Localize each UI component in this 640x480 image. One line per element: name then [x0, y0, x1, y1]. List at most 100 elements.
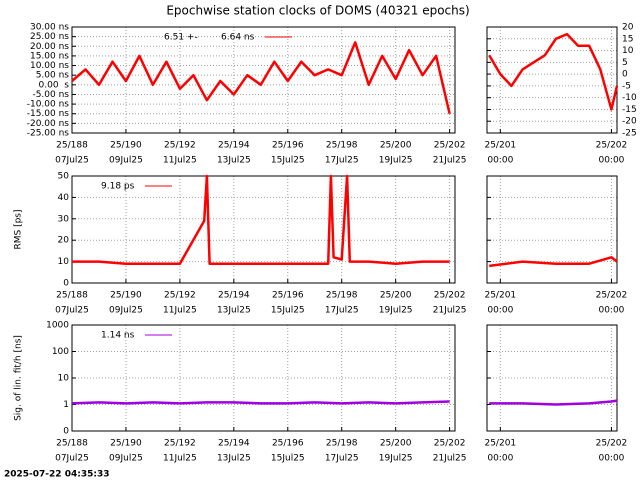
y-tick-label: 20.00 ns	[30, 42, 69, 52]
y-tick-label: 40	[58, 193, 70, 203]
y-tick-label: 15.00 ns	[30, 51, 69, 61]
x-tick-label: 25/202	[596, 141, 628, 151]
x-tick-sublabel: 00:00	[487, 306, 513, 316]
y-tick-label: 1000	[46, 321, 69, 331]
x-tick-label: 25/200	[380, 439, 412, 449]
plot-frame	[71, 324, 456, 432]
x-tick-label: 25/192	[164, 141, 196, 151]
x-tick-sublabel: 09Jul25	[109, 156, 143, 166]
y-tick-label: 10	[58, 257, 70, 267]
x-tick-label: 25/202	[434, 291, 466, 301]
x-tick-label: 25/201	[484, 141, 516, 151]
y-tick-label: 1	[63, 400, 69, 410]
x-tick-sublabel: 19Jul25	[379, 306, 413, 316]
x-tick-label: 25/202	[434, 141, 466, 151]
y-tick-label: 0	[63, 279, 69, 289]
x-tick-sublabel: 17Jul25	[325, 454, 359, 464]
y-tick-label: 5.00 ns	[36, 71, 70, 81]
x-tick-sublabel: 11Jul25	[163, 306, 197, 316]
legend-label: 1.14 ns	[101, 331, 135, 341]
x-tick-sublabel: 19Jul25	[379, 156, 413, 166]
series-line	[72, 174, 450, 265]
x-tick-sublabel: 13Jul25	[217, 306, 251, 316]
y-tick-label: -15.00 ns	[27, 109, 70, 119]
series-line	[71, 400, 450, 405]
x-tick-label: 25/201	[484, 439, 516, 449]
y-tick-label: -25	[622, 129, 637, 139]
x-tick-sublabel: 15Jul25	[271, 306, 305, 316]
y-tick-label: 5	[622, 58, 628, 68]
x-tick-sublabel: 00:00	[598, 454, 624, 464]
y-tick-label: 20	[58, 236, 70, 246]
x-tick-sublabel: 00:00	[598, 156, 624, 166]
x-tick-label: 25/198	[326, 439, 358, 449]
x-tick-sublabel: 17Jul25	[325, 156, 359, 166]
y-tick-label: -10.00 ns	[27, 100, 70, 110]
x-tick-sublabel: 13Jul25	[217, 156, 251, 166]
y-tick-label: -20	[622, 117, 637, 127]
y-tick-label: 0	[63, 427, 69, 437]
y-tick-label: 50	[58, 172, 70, 182]
legend-label: 9.18 ps	[101, 182, 135, 192]
y-tick-label: -10	[622, 93, 637, 103]
y-tick-label: 10	[58, 374, 70, 384]
y-tick-label: -20.00 ns	[27, 119, 70, 129]
y-tick-label: 25.00 ns	[30, 32, 69, 42]
y-axis-label: RMS [ps]	[14, 209, 24, 249]
x-tick-label: 25/198	[326, 291, 358, 301]
x-tick-label: 25/196	[272, 141, 304, 151]
y-tick-label: 30	[58, 214, 70, 224]
x-tick-label: 25/202	[596, 439, 628, 449]
x-tick-sublabel: 00:00	[487, 156, 513, 166]
x-tick-label: 25/190	[110, 141, 142, 151]
y-axis-label: Sig. of lin. fit/h [ns]	[14, 335, 24, 421]
y-tick-label: -15	[622, 105, 637, 115]
x-tick-label: 25/194	[218, 439, 250, 449]
x-tick-label: 25/194	[218, 141, 250, 151]
x-tick-sublabel: 17Jul25	[325, 306, 359, 316]
series-line	[71, 41, 451, 114]
x-tick-label: 25/190	[110, 439, 142, 449]
x-tick-label: 25/196	[272, 439, 304, 449]
y-tick-label: 10	[622, 46, 634, 56]
series-line	[488, 32, 619, 111]
x-tick-label: 25/192	[164, 291, 196, 301]
plot-frame	[71, 175, 456, 284]
y-tick-label: 0	[622, 70, 628, 80]
x-tick-sublabel: 00:00	[487, 454, 513, 464]
y-tick-label: 30.00 ns	[30, 23, 69, 33]
timestamp: 2025-07-22 04:35:33	[4, 470, 109, 480]
y-tick-label: -5.00 ns	[32, 90, 69, 100]
y-tick-label: 10.00 ns	[30, 61, 69, 71]
x-tick-label: 25/188	[56, 291, 88, 301]
x-tick-label: 25/201	[484, 291, 516, 301]
x-tick-label: 25/202	[434, 439, 466, 449]
x-tick-label: 25/188	[56, 141, 88, 151]
plot-frame	[486, 26, 618, 134]
x-tick-label: 25/192	[164, 439, 196, 449]
plot-frame	[486, 175, 618, 284]
x-tick-sublabel: 09Jul25	[109, 454, 143, 464]
y-tick-label: 20	[622, 23, 634, 33]
x-tick-sublabel: 21Jul25	[433, 156, 467, 166]
x-tick-label: 25/190	[110, 291, 142, 301]
y-tick-label: 100	[52, 347, 69, 357]
x-tick-sublabel: 15Jul25	[271, 156, 305, 166]
y-tick-label: -25.00 ns	[27, 129, 70, 139]
x-tick-label: 25/200	[380, 141, 412, 151]
y-tick-label: -5	[622, 81, 631, 91]
x-tick-sublabel: 15Jul25	[271, 454, 305, 464]
x-tick-label: 25/188	[56, 439, 88, 449]
x-tick-label: 25/202	[596, 291, 628, 301]
x-tick-sublabel: 11Jul25	[163, 454, 197, 464]
x-tick-sublabel: 21Jul25	[433, 454, 467, 464]
y-tick-label: 0.00 s	[39, 80, 70, 90]
x-tick-label: 25/194	[218, 291, 250, 301]
x-tick-label: 25/198	[326, 141, 358, 151]
x-tick-sublabel: 19Jul25	[379, 454, 413, 464]
chart-title: Epochwise station clocks of DOMS (40321 …	[166, 4, 469, 18]
x-tick-sublabel: 00:00	[598, 306, 624, 316]
